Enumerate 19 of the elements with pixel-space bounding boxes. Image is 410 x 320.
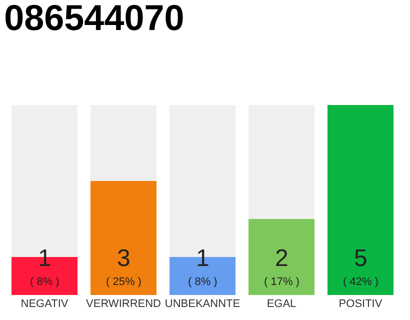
x-tick-label: POSITIV [338, 298, 383, 310]
bar [328, 105, 394, 295]
bar [248, 219, 314, 295]
x-tick-label: VERWIRREND [86, 298, 162, 310]
x-tick-label: UNBEKANNTE [164, 298, 240, 310]
bar [90, 105, 156, 181]
x-tick-label: EGAL [266, 298, 296, 310]
data-label: 2 [275, 245, 288, 272]
bar [90, 181, 156, 295]
annotation: ( 25% ) [106, 276, 142, 288]
data-label: 5 [354, 245, 368, 272]
annotation: ( 8% ) [188, 276, 218, 288]
chart-title: 086544070 [4, 0, 184, 38]
bar [248, 105, 314, 219]
annotation: ( 8% ) [30, 276, 60, 288]
x-tick-label: NEGATIV [20, 298, 69, 310]
annotation: ( 17% ) [264, 276, 300, 288]
annotation: ( 42% ) [343, 276, 378, 288]
data-label: 3 [117, 245, 130, 272]
